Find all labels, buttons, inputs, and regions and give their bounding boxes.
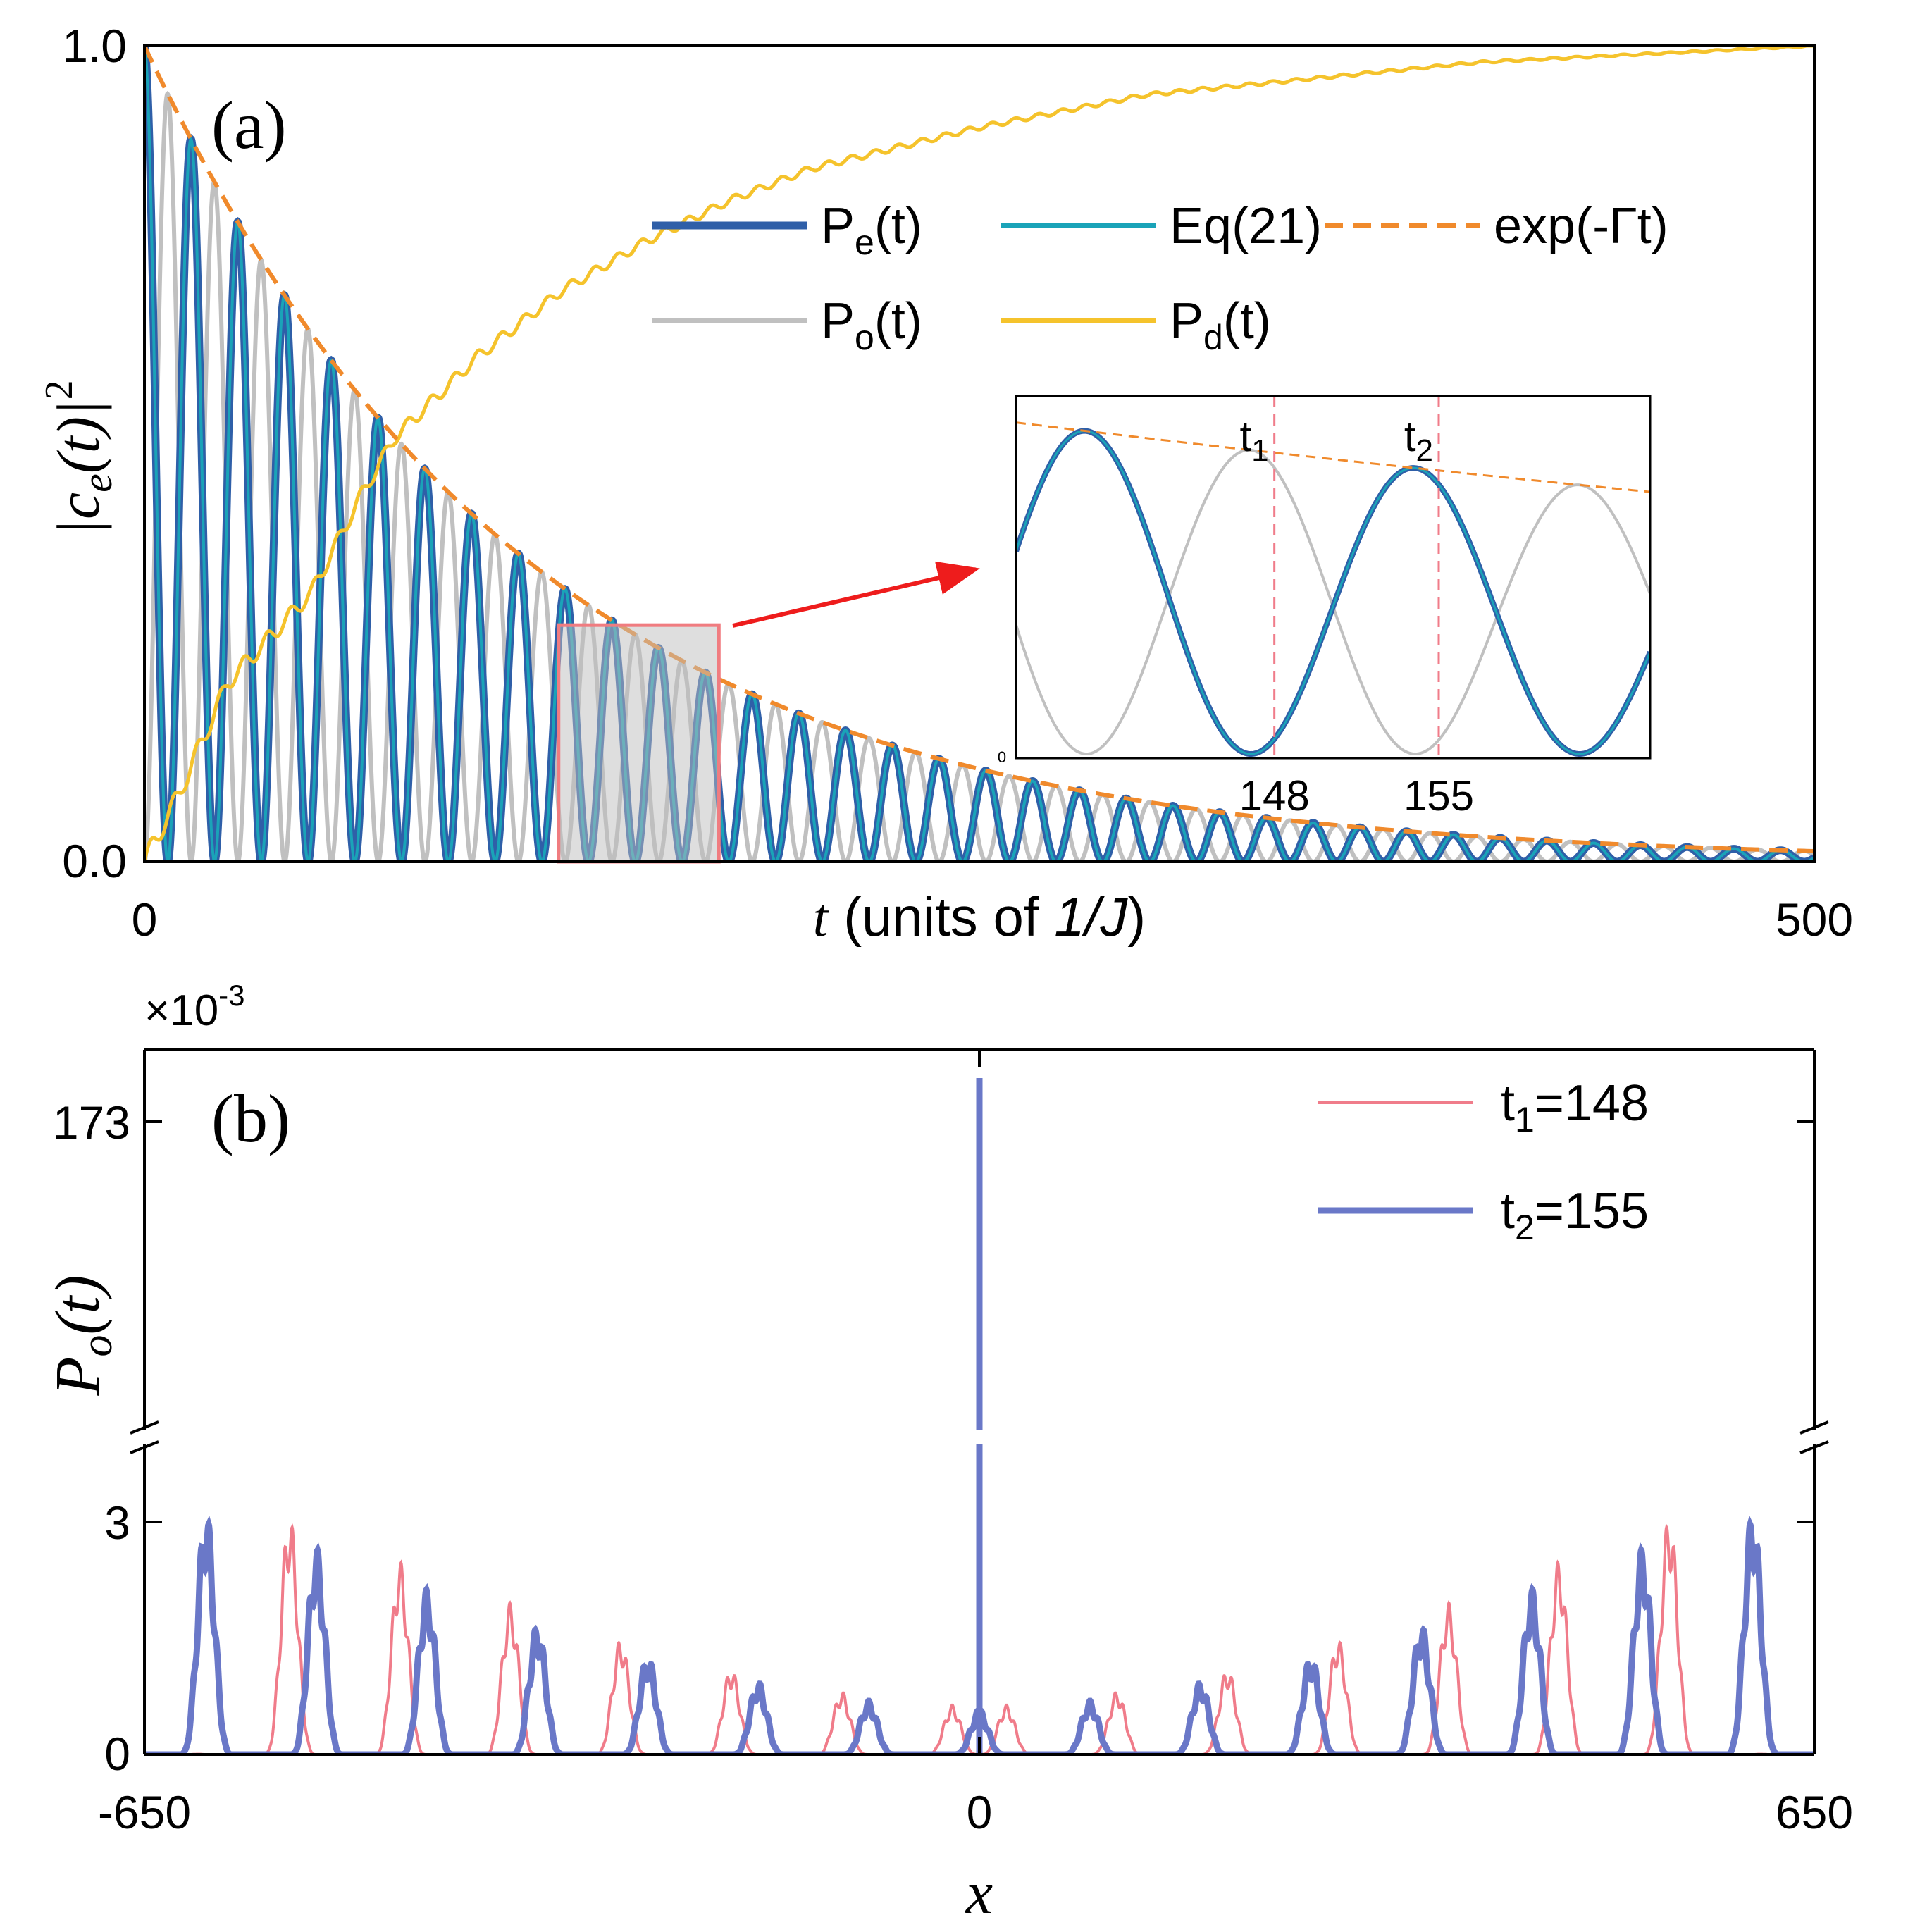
zoom-arrow — [732, 561, 980, 628]
panel-a-label: (a) — [211, 87, 287, 163]
panel-b-axis-break-marks — [130, 1420, 1829, 1454]
inset-background — [1016, 396, 1650, 758]
panel-b-multiplier: ×10-3 — [144, 979, 245, 1035]
panel-b-yticklabel-3: 3 — [104, 1497, 130, 1549]
inset-yticklabel-0: 0 — [998, 748, 1006, 766]
legend-t2-label: t2=155 — [1501, 1183, 1649, 1247]
inset-eq21-line — [1016, 430, 1650, 755]
inset-frame — [1015, 395, 1652, 760]
panel-b-label: (b) — [211, 1081, 290, 1156]
panel-a-yticklabel-1: 1.0 — [62, 20, 127, 72]
panel-b-legend: t1=148 t2=155 — [1318, 1075, 1649, 1247]
legend-pe-label: Pe(t) — [821, 198, 922, 262]
panel-a-ylabel: |ce(t)|2 — [37, 380, 120, 535]
panel-b-yticklabel-0: 0 — [104, 1728, 130, 1780]
inset-xticklabel-148: 148 — [1239, 772, 1310, 819]
panel-b-xlabel: x — [965, 1859, 993, 1926]
panel-a-xticklabel-0: 0 — [132, 893, 158, 946]
inset-exp-line — [1016, 421, 1650, 493]
legend-exp-label: exp(-Γt) — [1494, 198, 1668, 254]
panel-b-xticklabel-pos: 650 — [1776, 1786, 1853, 1838]
legend-eq21-label: Eq(21) — [1170, 198, 1322, 254]
pd-series-line — [144, 46, 1814, 862]
legend-pd-label: Pd(t) — [1170, 293, 1271, 357]
zoom-region-box — [557, 623, 721, 864]
inset-t2-label: t2 — [1404, 413, 1433, 468]
panel-a-xlabel: t (units of 1/J) — [813, 886, 1146, 948]
panel-b-xticklabel-0: 0 — [967, 1786, 993, 1838]
panel-a-legend: Pe(t) Eq(21) exp(-Γt) Po(t) Pd(t) — [652, 198, 1668, 357]
panel-b-axes-frame — [143, 1048, 1816, 1756]
panel-b-yticklabel-173: 173 — [53, 1096, 130, 1148]
legend-t1-label: t1=148 — [1501, 1075, 1649, 1139]
panel-a-curves — [144, 46, 1814, 862]
panel-b: 173 3 0 -650 0 650 ×10-3 x Po(t) (b) t1=… — [43, 979, 1853, 1926]
panel-a-ticks — [143, 848, 1816, 862]
panel-b-xticklabel-neg: -650 — [98, 1786, 191, 1838]
panel-a-xticklabel-1: 500 — [1776, 893, 1853, 946]
legend-po-label: Po(t) — [821, 293, 922, 357]
eq21-series-line — [144, 46, 1814, 862]
panel-a-inset: t1 t2 148 155 0 — [998, 395, 1652, 819]
panel-a-axes-frame — [143, 44, 1816, 863]
panel-b-ticks — [144, 1050, 1814, 1754]
panel-b-ylabel: Po(t) — [43, 1275, 121, 1397]
panel-a-yticklabel-0: 0.0 — [62, 835, 127, 887]
panel-a: 0.0 1.0 0 500 t (units of 1/J) |ce(t)|2 … — [37, 20, 1853, 948]
inset-t1-label: t1 — [1240, 413, 1269, 468]
inset-xticklabel-155: 155 — [1404, 772, 1474, 819]
